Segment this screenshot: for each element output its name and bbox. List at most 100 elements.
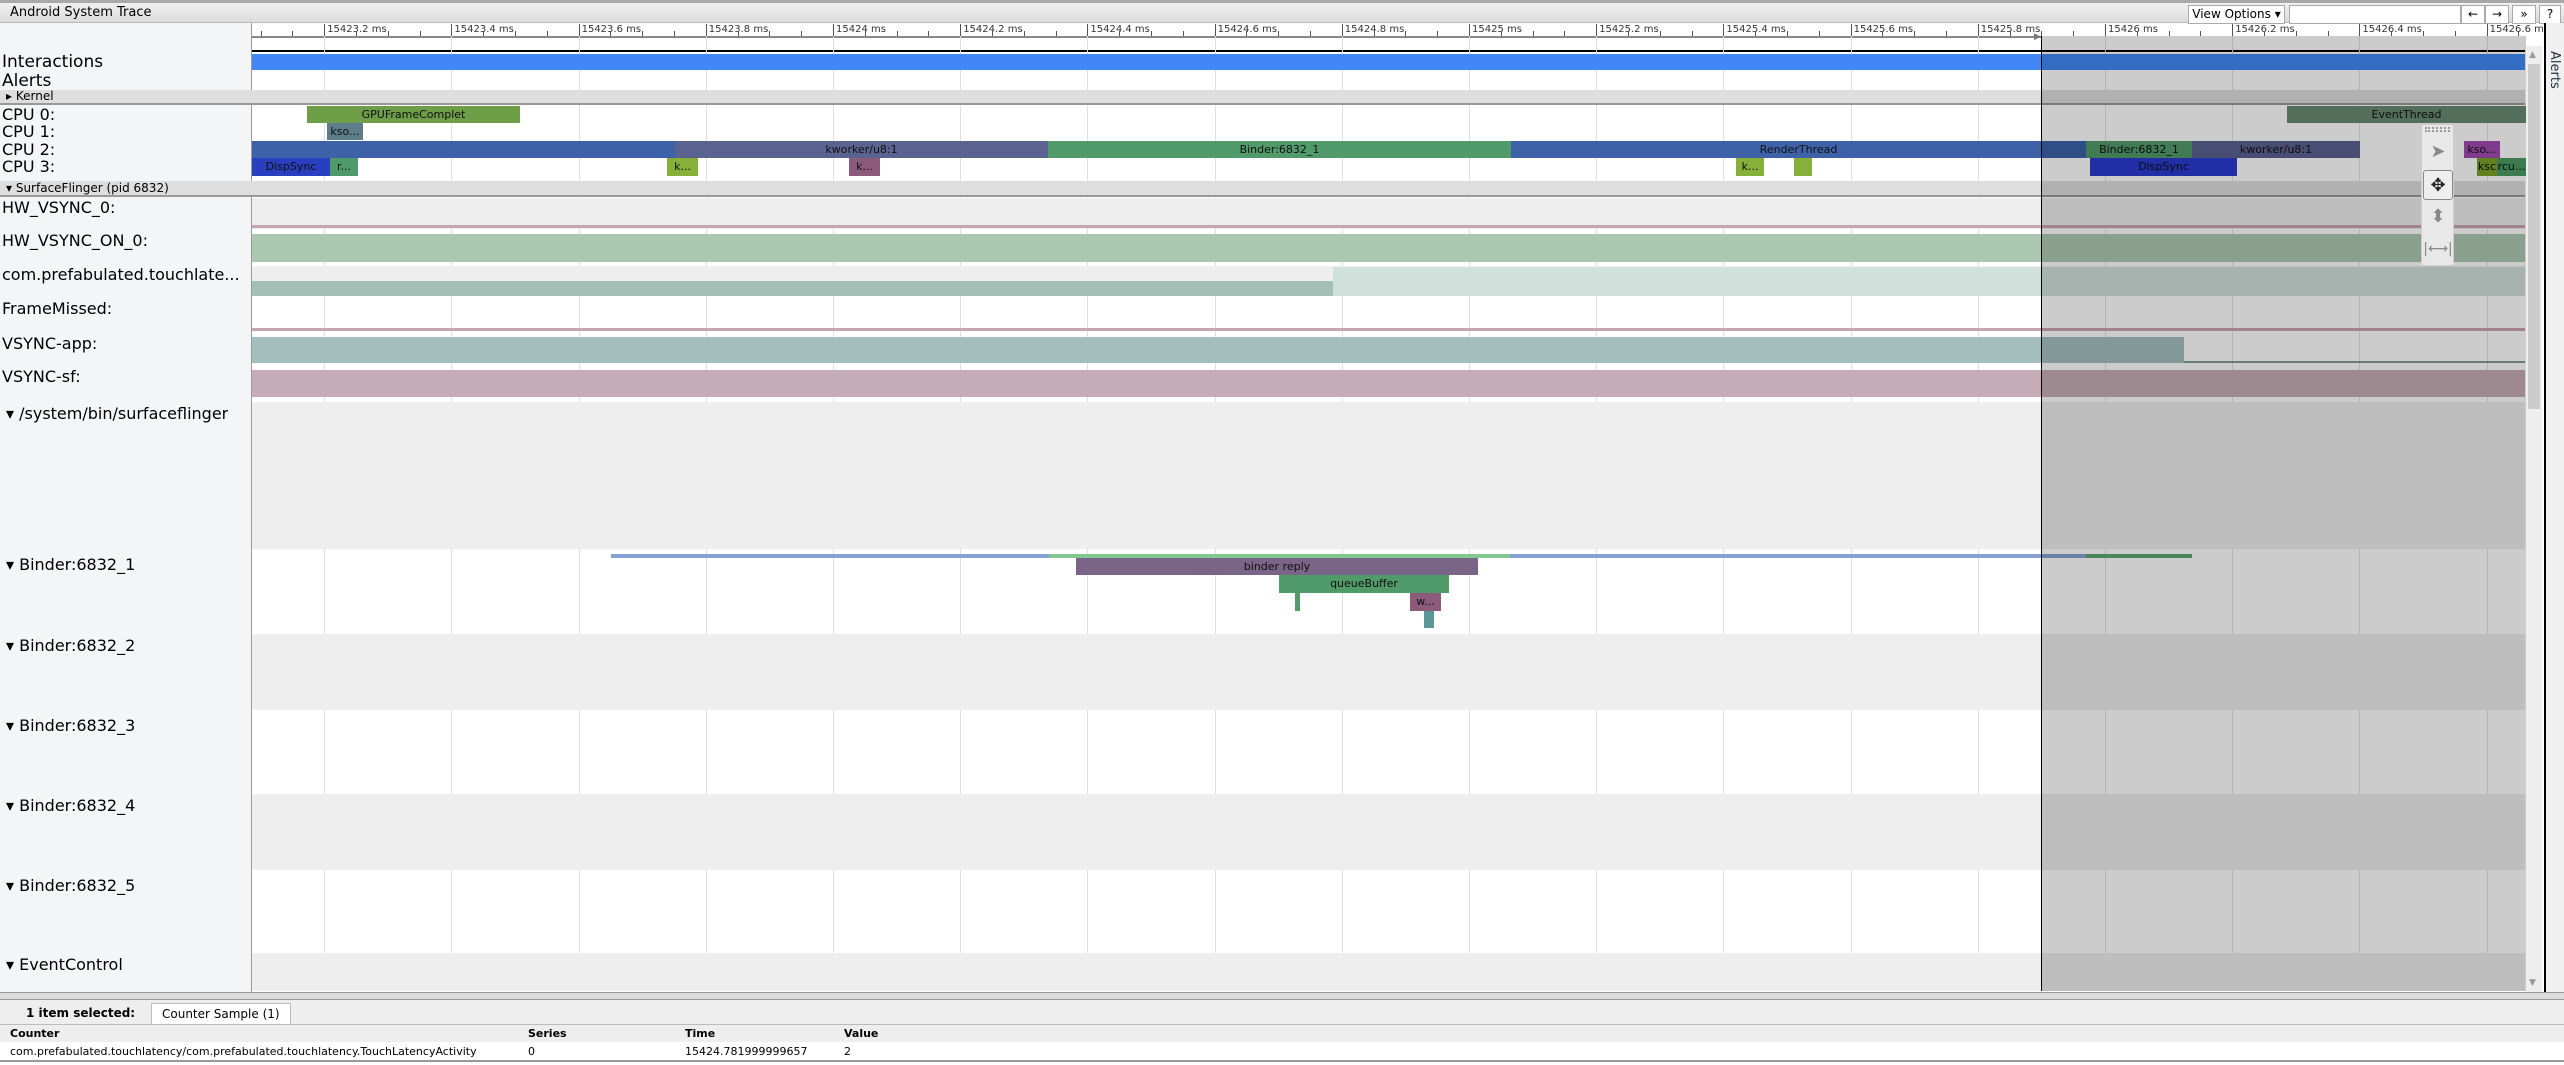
w-slice[interactable]: w...	[1410, 593, 1441, 611]
cpu2-slice[interactable]: Binder:6832_1	[2086, 141, 2192, 158]
interactions-bar[interactable]	[252, 54, 2525, 70]
ruler-minor-tick	[2359, 31, 2361, 36]
ruler-minor-tick	[546, 31, 548, 36]
track-label-sf-process[interactable]: ▾ /system/bin/surfaceflinger	[6, 404, 229, 423]
pan-tool-icon[interactable]: ✥	[2423, 170, 2453, 200]
queue-buffer-slice[interactable]: queueBuffer	[1279, 575, 1449, 593]
ruler-tick-label: 15423.8 ms	[708, 24, 769, 35]
vsync-app-line	[2184, 361, 2525, 363]
ruler-tick-label: 15424 ms	[836, 24, 886, 35]
touchlatency-counter-bar-selected[interactable]	[1333, 267, 2525, 296]
time-ruler[interactable]: ▶	[252, 23, 2525, 52]
hw-vsync-on-0-bar[interactable]	[252, 234, 2525, 262]
kernel-header[interactable]: ▸ Kernel	[0, 90, 2525, 105]
track-label-binder1[interactable]: ▾ Binder:6832_1	[6, 555, 136, 574]
vertical-scrollbar[interactable]: ▲ ▼	[2526, 46, 2542, 992]
touchlatency-counter-bar[interactable]	[252, 281, 1333, 296]
track-label-binder4[interactable]: ▾ Binder:6832_4	[6, 796, 136, 815]
track-label-event-control[interactable]: ▾ EventControl	[6, 955, 123, 974]
ruler-minor-tick	[1596, 31, 1598, 36]
app-title: Android System Trace	[10, 5, 152, 20]
ruler-minor-tick	[769, 31, 771, 36]
track-label-binder5[interactable]: ▾ Binder:6832_5	[6, 876, 136, 895]
small-slice[interactable]	[1295, 593, 1300, 611]
help-button[interactable]: ?	[2539, 5, 2561, 24]
arrow-icon: ▶	[2034, 32, 2041, 42]
column-value[interactable]: Value	[844, 1027, 879, 1040]
vsync-app-bar[interactable]	[252, 337, 2184, 363]
next-button[interactable]: →	[2485, 5, 2509, 24]
frame-missed-line	[252, 328, 2525, 331]
binder1-state-running	[1049, 554, 1510, 558]
cpu2-slice[interactable]: kworker/u8:1	[2192, 141, 2360, 158]
ruler-minor-tick	[642, 31, 644, 36]
ruler-minor-tick	[1628, 31, 1629, 36]
search-input[interactable]	[2289, 5, 2461, 24]
vsync-sf-bar[interactable]	[252, 370, 2525, 397]
track-label-cpu1: CPU 1:	[2, 122, 56, 141]
cpu2-slice[interactable]: RenderThread	[1511, 141, 2086, 158]
ruler-tick-label: 15424.8 ms	[1344, 24, 1405, 35]
track-label-binder2[interactable]: ▾ Binder:6832_2	[6, 636, 136, 655]
surfaceflinger-header[interactable]: ▾ SurfaceFlinger (pid 6832)	[0, 181, 2525, 197]
column-series[interactable]: Series	[528, 1027, 567, 1040]
cpu3-slice[interactable]: r...	[330, 158, 358, 176]
prev-button[interactable]: ←	[2461, 5, 2485, 24]
cpu2-slice[interactable]: kso...	[2464, 141, 2500, 158]
alerts-side-panel[interactable]: Alerts	[2544, 23, 2564, 992]
more-button[interactable]: »	[2512, 5, 2536, 24]
ruler-major-tick	[2232, 24, 2234, 36]
ruler-minor-tick	[2168, 31, 2170, 36]
teal-slice[interactable]	[1424, 611, 1434, 628]
cell-time: 15424.781999999657	[685, 1045, 808, 1058]
ruler-minor-tick	[451, 31, 453, 36]
ruler-minor-tick	[1469, 31, 1470, 36]
ruler-minor-tick	[1564, 31, 1566, 36]
ruler-minor-tick	[2200, 31, 2202, 36]
view-options-button[interactable]: View Options ▾	[2188, 5, 2285, 24]
ruler-tick-label: 15424.4 ms	[1090, 24, 1150, 35]
tab-counter-sample[interactable]: Counter Sample (1)	[151, 1003, 291, 1024]
cpu0-slice[interactable]: GPUFrameComplet	[307, 106, 520, 123]
cpu3-slice[interactable]: rcu...	[2497, 158, 2526, 176]
palette-drag-handle[interactable]	[2425, 127, 2450, 132]
cpu3-slice[interactable]: k...	[1736, 158, 1764, 176]
select-tool-icon[interactable]: ➤	[2430, 141, 2446, 162]
ruler-tick-label: 15426 ms	[2108, 24, 2158, 35]
panel-resize-handle[interactable]	[0, 992, 2564, 1000]
scrollbar-thumb[interactable]	[2528, 64, 2540, 409]
table-row[interactable]: com.prefabulated.touchlatency/com.prefab…	[0, 1042, 2564, 1062]
cpu2-slice[interactable]: kworker/u8:1	[675, 141, 1048, 158]
cpu0-slice[interactable]: EventThread	[2287, 106, 2526, 123]
hw-vsync-0-track[interactable]	[252, 198, 2525, 229]
ruler-tick-label: 15423.6 ms	[581, 24, 642, 35]
cpu3-slice[interactable]: k...	[849, 158, 880, 176]
ruler-tick-label: 15426.6 ms	[2489, 24, 2550, 35]
cpu3-slice[interactable]: DispSync	[252, 158, 330, 176]
ruler-tick-label: 15426.4 ms	[2362, 24, 2422, 35]
timing-tool-icon[interactable]: |⟷|	[2423, 241, 2453, 257]
cpu3-slice[interactable]: DispSync	[2090, 158, 2237, 176]
ruler-major-tick	[1977, 24, 1979, 36]
ruler-minor-tick	[1977, 31, 1979, 36]
binder-reply-slice[interactable]: binder reply	[1076, 558, 1478, 575]
track-label-binder3[interactable]: ▾ Binder:6832_3	[6, 716, 136, 735]
scroll-up-icon[interactable]: ▲	[2529, 50, 2536, 60]
track-label-hw-vsync-on-0: HW_VSYNC_ON_0:	[2, 231, 148, 250]
column-counter[interactable]: Counter	[10, 1027, 60, 1040]
cell-series: 0	[528, 1045, 535, 1058]
ruler-tick-label: 15425.2 ms	[1599, 24, 1659, 35]
cpu3-slice[interactable]: ksc	[2477, 158, 2497, 176]
ruler-major-tick	[578, 24, 580, 36]
cpu2-slice[interactable]: Binder:6832_1	[1048, 141, 1511, 158]
column-time[interactable]: Time	[685, 1027, 716, 1040]
ruler-tick-label: 15423.4 ms	[454, 24, 514, 35]
ruler-minor-tick	[1151, 31, 1152, 36]
cpu2-slice[interactable]	[252, 141, 675, 158]
scroll-down-icon[interactable]: ▼	[2529, 978, 2536, 988]
alerts-tab[interactable]: Alerts	[2547, 51, 2562, 89]
cpu1-slice[interactable]: kso...	[327, 123, 363, 140]
cpu3-slice[interactable]: k...	[667, 158, 698, 176]
zoom-tool-icon[interactable]: ⬍	[2430, 206, 2446, 227]
cpu3-slice[interactable]	[1794, 158, 1812, 176]
